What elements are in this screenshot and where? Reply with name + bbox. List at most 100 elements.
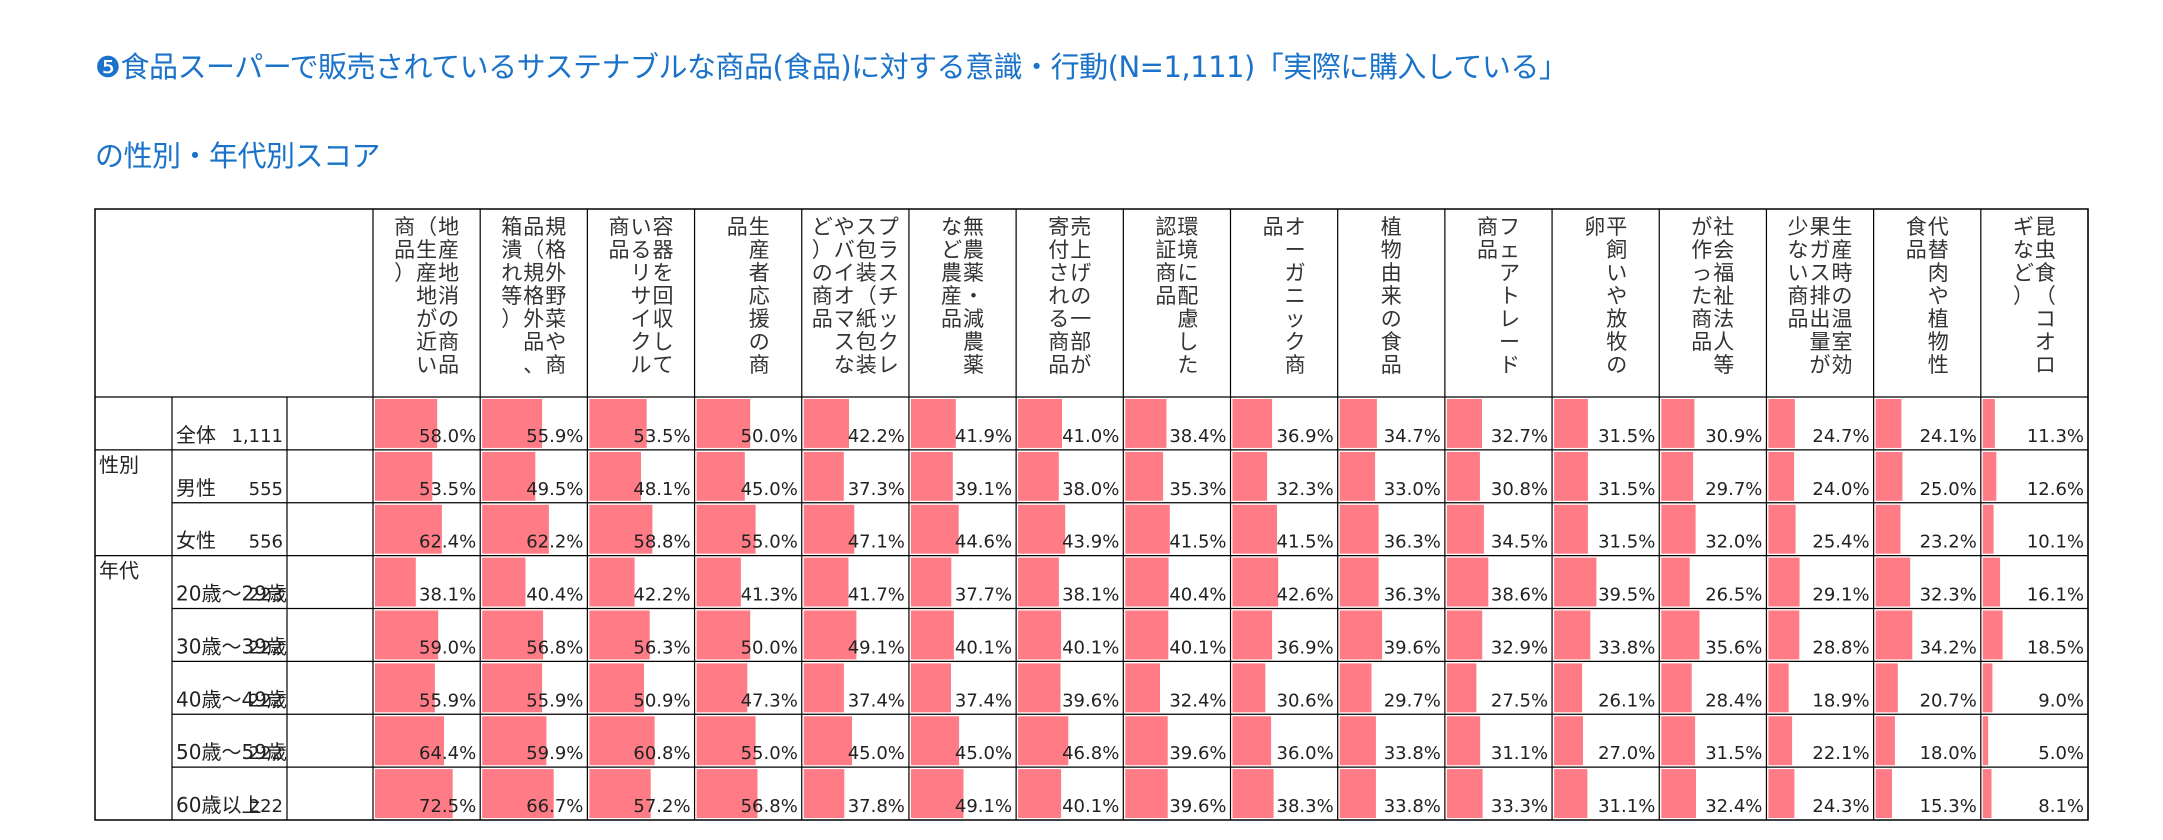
row-label: 30歳～39歳 [176, 634, 287, 658]
value-label: 40.1% [1062, 796, 1119, 817]
value-label: 16.1% [2027, 585, 2084, 606]
data-bar [1446, 610, 1483, 660]
value-label: 34.7% [1384, 426, 1441, 447]
data-bar [1125, 769, 1168, 818]
row-n: 222 [249, 637, 283, 658]
value-label: 59.9% [526, 743, 583, 764]
data-bar [482, 663, 543, 713]
value-label: 31.1% [1598, 796, 1655, 817]
data-bar [803, 716, 852, 766]
column-header: プラスチックレス包装（紙包装やバイオマスなど）の商品 [812, 215, 899, 377]
value-label: 33.8% [1598, 637, 1655, 658]
data-bar [589, 610, 650, 660]
value-label: 20.7% [1920, 690, 1977, 711]
value-label: 38.4% [1169, 426, 1226, 447]
row-n: 223 [249, 585, 283, 606]
data-bar [1768, 663, 1789, 713]
data-bar [1982, 557, 2001, 607]
value-label: 39.5% [1598, 585, 1655, 606]
value-label: 26.1% [1598, 690, 1655, 711]
value-label: 32.0% [1705, 532, 1762, 553]
data-bar [910, 716, 960, 766]
value-label: 38.3% [1277, 796, 1334, 817]
value-label: 39.6% [1062, 690, 1119, 711]
data-bar [1768, 451, 1795, 501]
column-header: 平飼いや放牧の卵 [1584, 215, 1627, 377]
value-label: 22.1% [1812, 743, 1869, 764]
row-label: 40歳～49歳 [176, 687, 287, 711]
value-label: 62.4% [419, 532, 476, 553]
data-bar [1554, 557, 1597, 607]
data-bar [1875, 663, 1898, 713]
data-bar [1446, 504, 1484, 554]
value-label: 38.1% [419, 585, 476, 606]
data-bar [1232, 610, 1273, 660]
row-label: 50歳～59歳 [176, 740, 287, 764]
value-label: 41.9% [955, 426, 1012, 447]
data-bar [1125, 557, 1169, 607]
value-label: 37.4% [955, 690, 1012, 711]
value-label: 24.1% [1920, 426, 1977, 447]
value-label: 23.2% [1920, 532, 1977, 553]
value-label: 36.3% [1384, 585, 1441, 606]
value-label: 24.7% [1812, 426, 1869, 447]
data-bar [1875, 557, 1911, 607]
data-bar [375, 557, 416, 607]
value-label: 32.9% [1491, 637, 1548, 658]
data-bar [1446, 557, 1489, 607]
data-bar [1018, 557, 1059, 607]
value-label: 37.4% [848, 690, 905, 711]
data-bar [1125, 399, 1167, 448]
data-bar [803, 504, 855, 554]
group-label: 性別 [99, 453, 139, 477]
value-label: 30.9% [1705, 426, 1762, 447]
data-bar [1554, 610, 1591, 660]
value-label: 40.1% [955, 637, 1012, 658]
data-bar [1018, 663, 1061, 713]
value-label: 55.0% [741, 743, 798, 764]
data-bar [589, 557, 635, 607]
data-bar [1446, 716, 1481, 766]
data-bar [803, 663, 844, 713]
value-label: 66.7% [526, 796, 583, 817]
data-bar [1875, 399, 1902, 448]
value-label: 58.0% [419, 426, 476, 447]
value-label: 25.4% [1812, 532, 1869, 553]
data-bar [1339, 451, 1376, 501]
row-n: 222 [249, 743, 283, 764]
row-n: 1,111 [231, 426, 283, 447]
value-label: 29.1% [1812, 585, 1869, 606]
value-label: 30.6% [1277, 690, 1334, 711]
data-bar [1661, 399, 1695, 448]
value-label: 29.7% [1705, 479, 1762, 500]
value-label: 39.6% [1384, 637, 1441, 658]
data-bar [1982, 504, 1994, 554]
data-bar [1661, 451, 1694, 501]
value-label: 33.0% [1384, 479, 1441, 500]
column-header: オーガニック商品 [1263, 215, 1306, 377]
value-label: 48.1% [633, 479, 690, 500]
data-bar [696, 451, 745, 501]
data-bar [696, 504, 756, 554]
value-label: 56.8% [526, 637, 583, 658]
value-label: 12.6% [2027, 479, 2084, 500]
value-label: 36.9% [1277, 426, 1334, 447]
value-label: 50.0% [741, 426, 798, 447]
value-label: 42.2% [848, 426, 905, 447]
value-label: 44.6% [955, 532, 1012, 553]
data-bar [1232, 769, 1274, 818]
chart-subtitle: の性別・年代別スコア [95, 139, 381, 173]
data-bar [375, 663, 435, 713]
value-label: 62.2% [526, 532, 583, 553]
data-bar [1982, 610, 2003, 660]
data-bar [1446, 399, 1482, 448]
column-header: 地産地消の商品（生産地が近い商品） [394, 215, 459, 377]
data-bar [1232, 663, 1266, 713]
data-bar [375, 399, 438, 448]
data-bar [1018, 451, 1059, 501]
value-label: 40.4% [526, 585, 583, 606]
value-label: 31.5% [1598, 426, 1655, 447]
data-bar [1661, 557, 1690, 607]
data-bar [910, 399, 956, 448]
